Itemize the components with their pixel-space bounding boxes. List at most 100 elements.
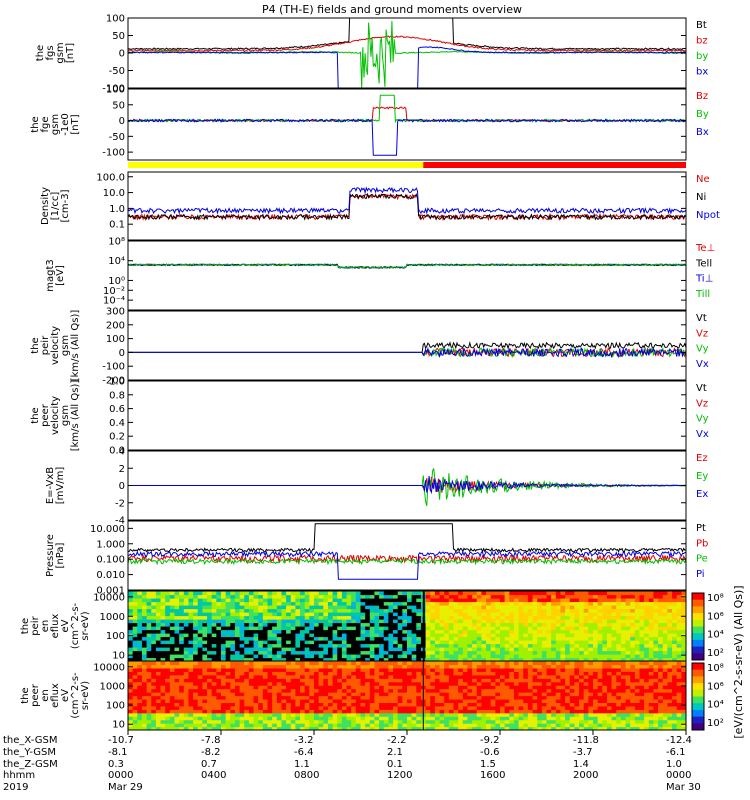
panel-fgs: 100 50 0 -50 -100 the fgs gsm [nT] Bt bz by bx (35, 14, 708, 95)
time-tick-label: -12.4 (666, 735, 692, 746)
legend-peer_v-Vt: Vt (696, 383, 707, 394)
ylabel-pressure: Pressure (45, 534, 56, 577)
legend-pressure-Pb: Pb (696, 538, 708, 549)
time-tick-label: -8.1 (108, 747, 128, 758)
ytick-label: 10⁴ (108, 256, 125, 267)
legend-peir_v-Vx: Vx (696, 359, 709, 370)
ylabel-peer_en: eflux (50, 683, 61, 708)
legend-temp-Ti⊥: Ti⊥ (695, 274, 713, 285)
ytick-label: 0.2 (109, 432, 125, 443)
series-fgs-bz (128, 35, 686, 52)
time-tick-label: -6.4 (294, 747, 314, 758)
ylabel-fgs: fgs (45, 45, 56, 60)
time-tick-label: -8.2 (201, 747, 221, 758)
series-pressure-Pt (128, 523, 686, 554)
time-tick-label: -6.1 (666, 747, 686, 758)
ytick-label: 2 (119, 464, 125, 475)
colorbar: 10⁸ 10⁶ 10⁴ 10² 10⁸ 10⁶ 10⁴ 10² [eV/(cm^2-s-sr-e… (691, 585, 745, 739)
ytick-label: 1.000 (96, 539, 125, 550)
time-tick-label: 1.4 (573, 759, 589, 770)
legend-density-Ne: Ne (696, 174, 710, 185)
panel-pressure: 10.000 1.000 0.100 0.010 0.001 Pressure [nPa] P… (45, 520, 708, 597)
legend-fgs-bx: bx (696, 67, 708, 78)
ephemeris-label: hhmm (3, 770, 35, 781)
ytick-label: 0.1 (109, 220, 125, 231)
time-tick-label: 0.1 (387, 759, 403, 770)
legend-fge-Bx: Bx (696, 127, 709, 138)
mode-bar-fast (423, 162, 686, 168)
ylabel-peir_en: eflux (50, 614, 61, 639)
legend-fgs-by: by (696, 51, 708, 62)
ytick-label: 50 (112, 31, 125, 42)
ytick-label: 10 (112, 651, 125, 662)
ytick-label: 10⁻² (103, 286, 125, 297)
ytick-label: 0 (119, 348, 125, 359)
ylabel-fge: fge (40, 116, 51, 132)
series-peir_v-Vx (128, 346, 686, 359)
series-fgs-by (128, 20, 686, 88)
ytick-label: -100 (102, 362, 125, 373)
ytick-label: -200 (102, 376, 125, 387)
ylabel-temp: magt3 (45, 259, 56, 292)
legend-peer_v-Vy: Vy (696, 414, 709, 425)
legend-peir_v-Vt: Vt (696, 313, 707, 324)
ylabel-fge: the (30, 116, 41, 132)
colorbar-tick: 10⁶ (707, 681, 724, 692)
chart-title: P4 (TH-E) fields and ground moments over… (262, 3, 522, 16)
time-tick-label: 0.7 (201, 759, 217, 770)
ylabel-fgs: [nT] (65, 43, 76, 63)
ytick-label: 100 (106, 701, 125, 712)
series-density-Ni (128, 192, 686, 221)
time-tick-label: 1200 (387, 770, 412, 781)
ytick-label: 4 (119, 447, 125, 458)
legend-peir_v-Vy: Vy (696, 344, 709, 355)
ylabel-peir_v: gsm (60, 335, 71, 356)
ytick-label: 10.000 (90, 524, 125, 535)
ytick-label: 0.6 (109, 404, 125, 415)
time-tick-label: -10.7 (108, 735, 134, 746)
ytick-label: 0.010 (96, 570, 125, 581)
ytick-label: 0.001 (96, 586, 125, 597)
ytick-label: 0 (119, 49, 125, 60)
ytick-label: 10.0 (103, 188, 125, 199)
series-fge-Bx (128, 118, 686, 156)
ytick-label: 1000 (100, 681, 125, 692)
time-tick-label: -0.6 (480, 747, 500, 758)
colorbar-tick: 10⁸ (707, 663, 724, 674)
ylabel-peer_en: (cm^2-s- (70, 672, 81, 719)
time-tick-label: -2.2 (387, 735, 407, 746)
series-temp-Till (128, 263, 686, 269)
time-tick-label: -3.2 (294, 735, 314, 746)
panel-peer_en: 10000 1000 100 10 the peer en eflux eV (cm^2-s-sr… (20, 660, 687, 731)
ephemeris-label: the_Y-GSM (3, 747, 56, 758)
legend-fgs-Bt: Bt (696, 20, 707, 31)
series-pressure-Pb (128, 553, 686, 564)
ylabel-peer_v: peer (40, 403, 51, 427)
legend-fgs-bz: bz (696, 36, 708, 47)
ylabel-peir_en: sr-eV) (80, 611, 91, 640)
ytick-label: 0.0 (109, 446, 125, 457)
series-pressure-Pi (128, 550, 686, 580)
colorbar-tick: 10⁴ (707, 630, 724, 641)
ylabel-peer_v: the (30, 407, 41, 423)
time-tick-label: 0400 (201, 770, 226, 781)
ylabel-peer_en: en (40, 689, 51, 702)
time-tick-label: 2.1 (387, 747, 403, 758)
ylabel-peer_en: the (20, 687, 31, 703)
ytick-label: 100 (106, 14, 125, 25)
ytick-label: 100 (106, 85, 125, 96)
ylabel-efield: E=-VxB (45, 467, 56, 504)
time-tick-label: 1.0 (666, 759, 682, 770)
ytick-label: -2 (115, 498, 125, 509)
time-tick-label: Mar 30 (666, 782, 701, 793)
ylabel-fge: gsm (50, 114, 61, 135)
legend-peer_v-Vx: Vx (696, 429, 709, 440)
legend-pressure-Pt: Pt (696, 523, 706, 534)
ytick-label: -100 (102, 148, 125, 159)
colorbar-label: [eV/(cm^2-s-sr-eV) (All Qs)] (732, 585, 745, 738)
ytick-label: 0 (119, 116, 125, 127)
ylabel-density: [1/cc] (50, 192, 61, 221)
ytick-label: 0.100 (96, 555, 125, 566)
